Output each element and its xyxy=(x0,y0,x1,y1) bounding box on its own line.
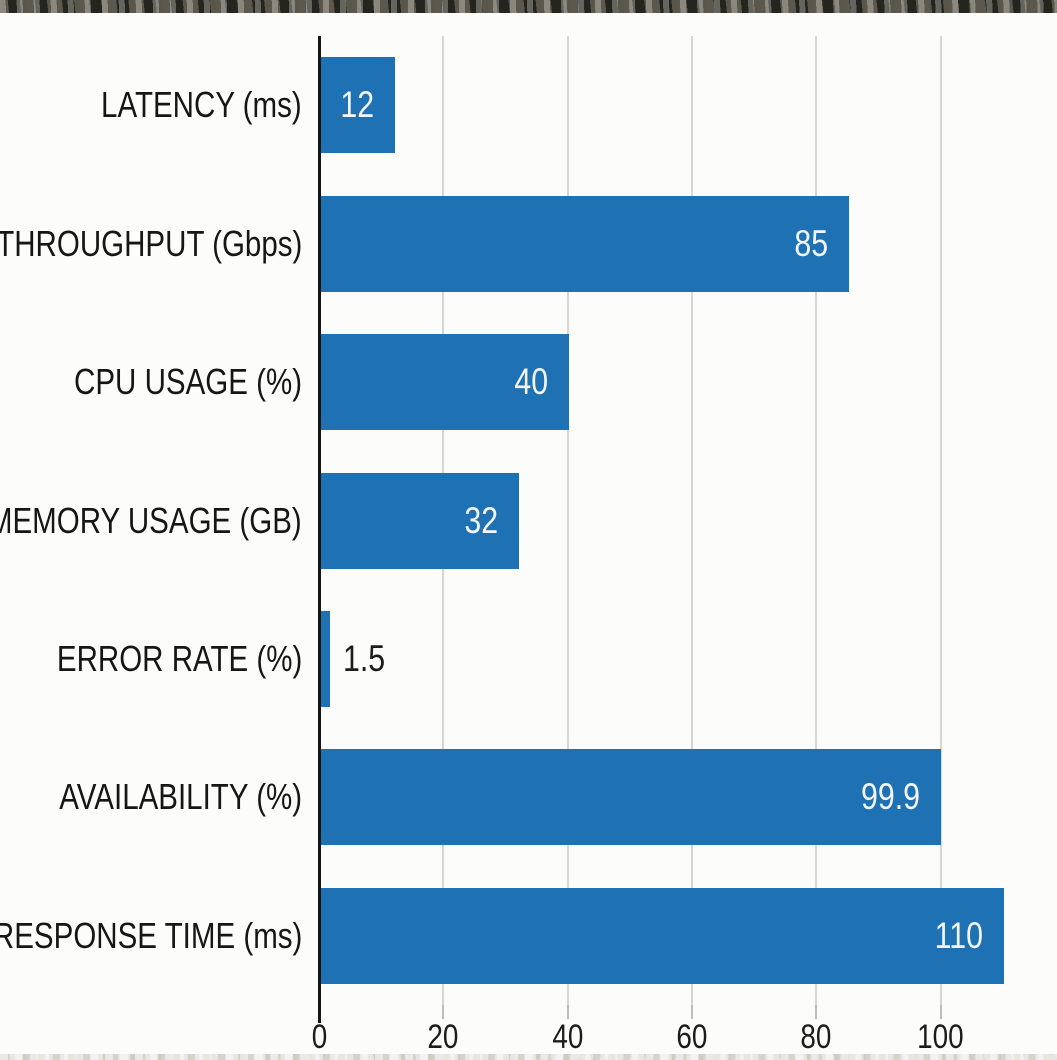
bar: 32 xyxy=(320,472,520,569)
category-label: THROUGHPUT (Gbps) xyxy=(0,196,302,292)
category-label: LATENCY (ms) xyxy=(0,57,302,153)
x-tick-mark xyxy=(690,1005,693,1019)
x-gridline xyxy=(939,36,942,1005)
category-label-text: MEMORY USAGE (GB) xyxy=(0,499,302,541)
bar-value-label: 110 xyxy=(924,915,1004,957)
x-tick-mark xyxy=(939,1005,942,1019)
bar-value-text: 32 xyxy=(464,499,499,541)
bar-value-text: 1.5 xyxy=(342,637,385,679)
category-label-text: CPU USAGE (%) xyxy=(74,361,302,403)
x-tick-label-text: 80 xyxy=(800,1017,832,1056)
x-tick-mark xyxy=(566,1005,569,1019)
x-tick-label: 100 xyxy=(896,1017,986,1057)
x-tick-label: 20 xyxy=(398,1017,488,1057)
y-axis-line xyxy=(317,36,321,1023)
bar-value-text: 99.9 xyxy=(861,776,921,818)
category-label-text: THROUGHPUT (Gbps) xyxy=(0,222,302,264)
x-tick-label-text: 20 xyxy=(427,1017,459,1056)
category-label-text: RESPONSE TIME (ms) xyxy=(0,914,302,956)
bar-value-text: 110 xyxy=(934,914,984,956)
bar-value-text: 12 xyxy=(340,84,375,126)
category-label-text: LATENCY (ms) xyxy=(101,84,302,126)
bar: 12 xyxy=(320,57,396,154)
bar: 99.9 xyxy=(320,749,942,846)
x-gridline xyxy=(566,36,569,1005)
bar xyxy=(320,610,330,707)
x-tick-label: 80 xyxy=(771,1017,861,1057)
category-label: RESPONSE TIME (ms) xyxy=(0,888,302,984)
x-gridline xyxy=(690,36,693,1005)
category-label: CPU USAGE (%) xyxy=(0,334,302,430)
x-tick-label-text: 0 xyxy=(311,1017,327,1056)
x-tick-label-text: 60 xyxy=(676,1017,708,1056)
bar-value-text: 85 xyxy=(794,222,828,264)
bar-value-label: 99.9 xyxy=(848,776,941,818)
category-label: ERROR RATE (%) xyxy=(0,611,302,707)
bar: 40 xyxy=(320,334,570,431)
x-gridline xyxy=(815,36,818,1005)
x-tick-label-text: 100 xyxy=(917,1017,964,1056)
category-label: AVAILABILITY (%) xyxy=(0,749,302,845)
bar: 85 xyxy=(320,195,849,292)
bar-value-label: 40 xyxy=(507,361,569,403)
category-label-text: AVAILABILITY (%) xyxy=(59,776,302,818)
x-tick-label: 40 xyxy=(523,1017,613,1057)
x-tick-mark xyxy=(442,1005,445,1019)
top-noise-artifact-strip xyxy=(0,0,1057,13)
x-tick-mark xyxy=(815,1005,818,1019)
bar: 110 xyxy=(320,887,1005,984)
bar-value-label: 1.5 xyxy=(343,611,394,707)
bar-value-text: 40 xyxy=(514,361,549,403)
x-tick-label: 60 xyxy=(647,1017,737,1057)
x-tick-label: 0 xyxy=(274,1017,364,1057)
bar-value-label: 32 xyxy=(457,500,519,542)
bottom-noise-artifact-strip xyxy=(0,1054,1057,1060)
category-label: MEMORY USAGE (GB) xyxy=(0,473,302,569)
x-tick-label-text: 40 xyxy=(552,1017,584,1056)
category-label-text: ERROR RATE (%) xyxy=(56,637,302,679)
bar-value-label: 12 xyxy=(333,84,395,126)
bar-value-label: 85 xyxy=(787,223,849,265)
